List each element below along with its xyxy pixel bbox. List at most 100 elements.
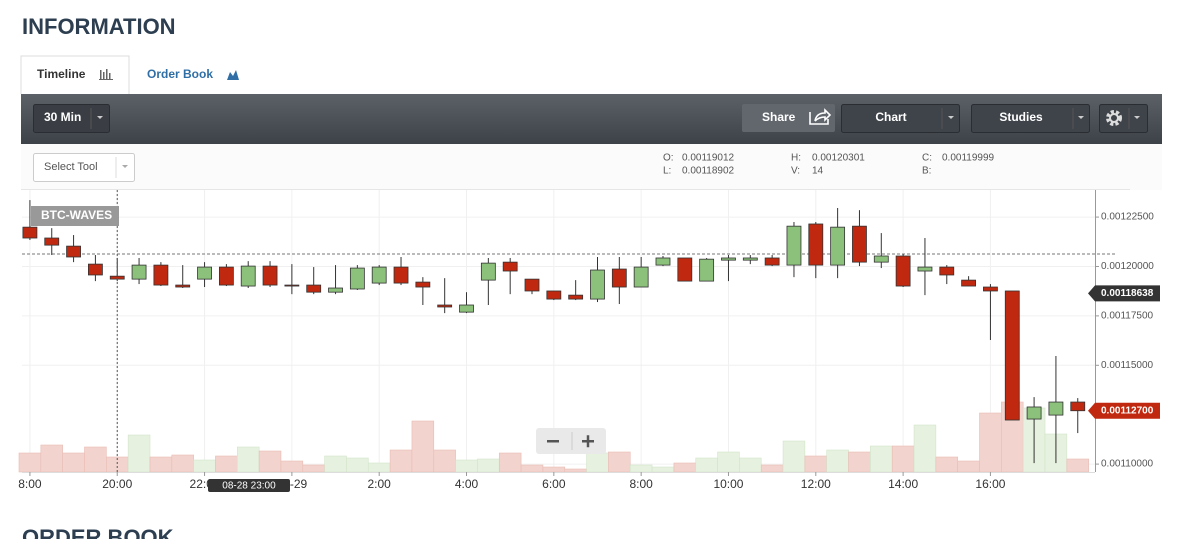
volume-bar (258, 450, 282, 473)
studies-button[interactable] (971, 104, 1090, 133)
candle-body (371, 266, 387, 284)
ohlc-label: O: (663, 153, 674, 164)
candle-body (895, 255, 911, 287)
tab-active-frame (20, 55, 130, 94)
volume-bar (477, 458, 500, 473)
tab-order-book[interactable]: Order Book (147, 67, 213, 81)
volume-bar (193, 459, 216, 473)
caret (948, 116, 954, 119)
zoom-in[interactable] (586, 435, 590, 448)
candle-body (633, 266, 649, 288)
ohlc-value: 14 (812, 166, 824, 177)
candle-body (655, 257, 671, 266)
candle-body (983, 286, 998, 292)
volume-bar (979, 412, 1002, 473)
zoom-control (536, 428, 606, 454)
candle-body (240, 265, 256, 287)
candle-body (808, 223, 824, 266)
candle-body (22, 226, 38, 239)
volume-bar (826, 449, 849, 473)
candle-body (502, 261, 518, 272)
symbol-label: BTC-WAVES (41, 208, 112, 222)
candle-body (480, 262, 496, 281)
candle-body (175, 284, 191, 288)
volume-bar (542, 466, 566, 473)
volume-bar (586, 452, 609, 473)
volume-bar (870, 445, 893, 473)
volume-bar (455, 459, 478, 473)
candle-body (393, 266, 409, 284)
volume-bar (717, 451, 740, 473)
volume-bar (564, 468, 587, 473)
caret (1078, 116, 1084, 119)
ohlc-label: C: (922, 153, 932, 164)
candle-body (917, 266, 933, 272)
volume-bar (848, 451, 871, 473)
volume-bar (280, 460, 304, 473)
ohlc-value: 0.00118902 (682, 166, 735, 177)
tab-icon (99, 69, 113, 80)
volume-bar (302, 464, 325, 473)
volume-bar (62, 452, 85, 473)
crosshair-label-box (208, 479, 290, 492)
caret (97, 116, 103, 119)
volume-bar (695, 457, 718, 473)
zoom-out[interactable] (547, 440, 559, 443)
volume-bar (84, 446, 107, 473)
candle-body (328, 287, 343, 293)
tab-icon (227, 70, 239, 80)
y-tick-label: 0.00122500 (1101, 212, 1154, 223)
candle-body (546, 290, 562, 300)
candle-body (742, 257, 758, 261)
price-marker (1088, 402, 1160, 419)
ohlc-label: B: (922, 166, 931, 177)
candle-body (1070, 401, 1086, 412)
y-tick-label: 0.00115000 (1101, 360, 1154, 371)
candle-body (153, 264, 169, 286)
share-icon (809, 108, 832, 125)
volume-bar (433, 449, 456, 473)
section-title: INFORMATION (22, 14, 176, 39)
candle-body (699, 258, 715, 282)
volume-bar (760, 464, 784, 473)
chart-button[interactable] (841, 104, 960, 133)
volume-bar (149, 456, 173, 473)
caret (122, 165, 128, 168)
candle-body (939, 266, 955, 276)
share-button[interactable] (742, 104, 835, 132)
candle-body (459, 304, 474, 313)
ohlc-value: 0.00119012 (682, 153, 735, 164)
volume-bar (651, 466, 675, 473)
price-marker-label: 0.00118638 (1101, 288, 1154, 299)
x-tick-label: 14:00 (888, 477, 918, 491)
candle-body (873, 255, 889, 263)
candle-body (131, 264, 147, 280)
x-tick-label: 2:00 (368, 477, 392, 491)
share-label: Share (762, 110, 796, 124)
x-tick-label: 6:00 (542, 477, 566, 491)
volume-bar (40, 444, 63, 473)
x-tick-label: 20:00 (102, 477, 132, 491)
caret (1134, 116, 1140, 119)
volume-bar (804, 455, 828, 473)
x-tick-label: 8:00 (18, 477, 42, 491)
ohlc-value: 0.00119999 (942, 153, 995, 164)
volume-bar (1066, 458, 1089, 473)
sub-toolbar (21, 144, 1162, 190)
candle-body (568, 294, 584, 300)
volume-bar (629, 464, 653, 473)
select-tool[interactable] (33, 153, 135, 182)
volume-bar (498, 452, 522, 473)
candle-body (764, 257, 780, 266)
ohlc-value: 0.00120301 (812, 153, 865, 164)
volume-bar (913, 424, 937, 473)
symbol-box (31, 206, 119, 226)
y-tick-label: 0.00120000 (1101, 261, 1154, 272)
volume-bar (608, 451, 631, 473)
x-tick-label: 12:00 (801, 477, 831, 491)
gear-icon (1106, 110, 1122, 126)
candle-body (437, 304, 453, 308)
x-tick-label: 8:00 (629, 477, 653, 491)
tab-timeline[interactable]: Timeline (37, 67, 86, 81)
